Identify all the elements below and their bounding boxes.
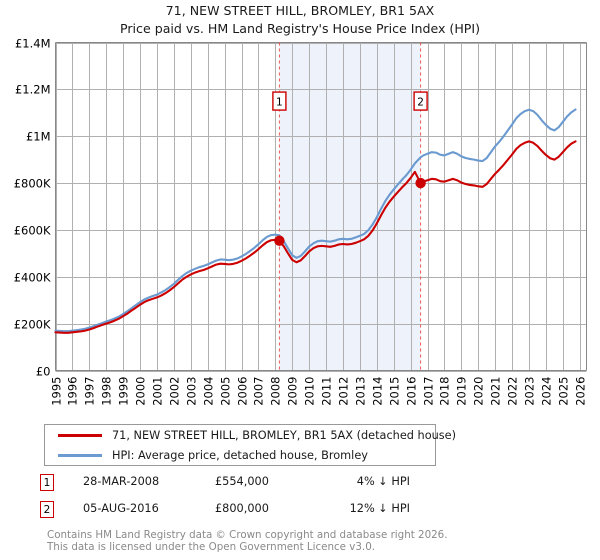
legend-item-property: 71, NEW STREET HILL, BROMLEY, BR1 5AX (d… bbox=[45, 425, 456, 446]
x-axis-tick-label: 1998 bbox=[100, 377, 114, 406]
page-title: 71, NEW STREET HILL, BROMLEY, BR1 5AX Pr… bbox=[0, 2, 600, 38]
x-axis-tick-label: 2022 bbox=[506, 377, 520, 406]
transaction-index-2: 2 bbox=[40, 501, 54, 518]
sale-marker-flag: 2 bbox=[413, 91, 428, 111]
y-axis-tick-label: £1.4M bbox=[15, 37, 51, 51]
chart-plot-area: £0 £200K £400K £600K £800K £1M £1.2M £1.4M 1995 1… bbox=[14, 37, 588, 406]
x-axis-tick-label: 2005 bbox=[219, 377, 233, 406]
transaction-hpi-delta-2: 12% ↓ HPI bbox=[349, 502, 410, 515]
x-axis-tick-label: 1995 bbox=[50, 377, 64, 406]
x-axis-tick-label: 2020 bbox=[472, 377, 486, 406]
footer-licence: This data is licensed under the Open Gov… bbox=[47, 541, 376, 553]
x-axis-tick-label: 2004 bbox=[202, 377, 216, 406]
x-axis-tick-label: 2024 bbox=[540, 377, 554, 406]
x-axis-tick-label: 2018 bbox=[438, 377, 452, 406]
y-axis-tick-label: £1M bbox=[26, 130, 51, 144]
sale-marker-index: 1 bbox=[276, 97, 283, 109]
x-axis-tick-label: 2001 bbox=[151, 377, 165, 406]
x-axis-tick-label: 1999 bbox=[117, 377, 131, 406]
shaded-region bbox=[279, 42, 421, 371]
x-axis-tick-label: 1996 bbox=[66, 377, 80, 406]
sale-marker-index: 2 bbox=[417, 97, 424, 109]
transaction-hpi-delta-1: 4% ↓ HPI bbox=[356, 475, 410, 488]
x-axis-tick-label: 2002 bbox=[168, 377, 182, 406]
y-axis-tick-label: £600K bbox=[14, 224, 51, 238]
legend-label-hpi: HPI: Average price, detached house, Brom… bbox=[112, 449, 368, 462]
x-axis-tick-label: 2021 bbox=[489, 377, 503, 406]
x-axis-tick-label: 2012 bbox=[337, 377, 351, 406]
sale-point-dot bbox=[274, 235, 285, 246]
x-axis-tick-label: 2023 bbox=[523, 377, 537, 406]
legend-label-property: 71, NEW STREET HILL, BROMLEY, BR1 5AX (d… bbox=[112, 429, 457, 442]
transaction-price-2: £800,000 bbox=[215, 502, 269, 515]
axis-frame bbox=[55, 42, 587, 371]
x-axis-tick-label: 2000 bbox=[134, 377, 148, 406]
x-axis-tick-label: 2007 bbox=[252, 377, 266, 406]
transaction-date-1: 28-MAR-2008 bbox=[83, 475, 160, 488]
chart-legend: 71, NEW STREET HILL, BROMLEY, BR1 5AX (d… bbox=[44, 424, 456, 466]
transaction-row-2: 2 05-AUG-2016 £800,000 12% ↓ HPI bbox=[40, 499, 460, 526]
title-line-1: 71, NEW STREET HILL, BROMLEY, BR1 5AX bbox=[165, 3, 435, 18]
x-axis: 1995 1996 1997 1998 1999 2000 2001 2002 2003 2004… bbox=[50, 42, 588, 406]
x-axis-tick-label: 2026 bbox=[574, 377, 588, 406]
x-axis-tick-label: 2019 bbox=[455, 377, 469, 406]
sale-marker-flag: 1 bbox=[272, 91, 287, 111]
legend-swatch-property bbox=[58, 434, 102, 437]
y-axis: £0 £200K £400K £600K £800K £1M £1.2M £1.4M bbox=[14, 37, 587, 379]
series-line-property bbox=[54, 140, 577, 334]
y-axis-tick-label: £400K bbox=[14, 271, 51, 285]
x-axis-tick-label: 2015 bbox=[388, 377, 402, 406]
y-axis-tick-label: £200K bbox=[14, 318, 51, 332]
x-axis-tick-label: 2003 bbox=[185, 377, 199, 406]
transaction-price-1: £554,000 bbox=[215, 475, 269, 488]
series-line-hpi bbox=[54, 108, 577, 333]
footer-copyright: Contains HM Land Registry data © Crown c… bbox=[47, 529, 448, 541]
x-axis-tick-label: 2008 bbox=[269, 377, 283, 406]
x-axis-tick-label: 2014 bbox=[371, 377, 385, 406]
x-axis-tick-label: 2011 bbox=[320, 377, 334, 406]
transaction-date-2: 05-AUG-2016 bbox=[83, 502, 159, 515]
transaction-index-1: 1 bbox=[40, 474, 54, 491]
x-axis-tick-label: 2017 bbox=[422, 377, 436, 406]
x-axis-tick-label: 2016 bbox=[405, 377, 419, 406]
legend-item-hpi: HPI: Average price, detached house, Brom… bbox=[45, 445, 368, 466]
shaded-between-sales bbox=[279, 42, 421, 371]
x-axis-tick-label: 2006 bbox=[236, 377, 250, 406]
legend-swatch-hpi bbox=[58, 454, 102, 457]
x-axis-tick-label: 2025 bbox=[557, 377, 571, 406]
x-axis-tick-label: 2010 bbox=[303, 377, 317, 406]
x-axis-tick-label: 2013 bbox=[354, 377, 368, 406]
transaction-list: 1 28-MAR-2008 £554,000 4% ↓ HPI 2 05-AUG… bbox=[40, 472, 460, 526]
y-axis-tick-label: £0 bbox=[36, 365, 51, 379]
x-axis-tick-label: 2009 bbox=[286, 377, 300, 406]
sale-point-dot bbox=[415, 177, 426, 189]
chart-footer: Contains HM Land Registry data © Crown c… bbox=[47, 529, 587, 553]
title-line-2: Price paid vs. HM Land Registry's House … bbox=[119, 21, 481, 36]
y-axis-tick-label: £1.2M bbox=[15, 83, 51, 97]
x-axis-tick-label: 1997 bbox=[83, 377, 97, 406]
transaction-row-1: 1 28-MAR-2008 £554,000 4% ↓ HPI bbox=[40, 472, 460, 499]
y-axis-tick-label: £800K bbox=[14, 177, 51, 191]
